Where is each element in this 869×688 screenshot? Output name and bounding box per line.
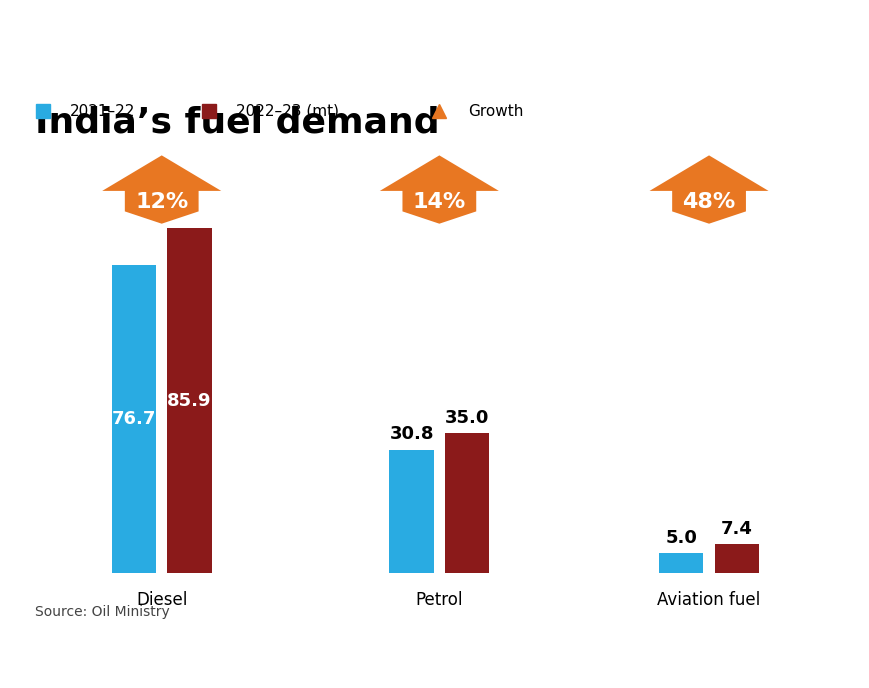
Bar [444,433,488,573]
Polygon shape [103,155,221,224]
Text: Source: Oil Ministry: Source: Oil Ministry [35,605,169,619]
Text: 2021–22: 2021–22 [70,104,135,118]
Text: 35.0: 35.0 [444,409,488,427]
Text: 85.9: 85.9 [167,391,211,409]
Text: 30.8: 30.8 [389,425,434,444]
Text: 7.4: 7.4 [720,519,752,537]
Text: Petrol: Petrol [415,592,462,610]
Polygon shape [649,155,767,224]
Text: 5.0: 5.0 [665,529,696,547]
Text: Diesel: Diesel [136,592,187,610]
Text: Growth: Growth [468,104,522,118]
Text: 76.7: 76.7 [111,410,156,428]
Text: 2022–23 (mt): 2022–23 (mt) [236,104,339,118]
Bar [659,553,703,573]
Text: 14%: 14% [412,192,466,212]
Text: Aviation fuel: Aviation fuel [657,592,760,610]
Bar [111,265,156,573]
Text: 12%: 12% [135,192,188,212]
Text: India’s fuel demand: India’s fuel demand [35,105,439,139]
Polygon shape [380,155,498,224]
Text: 48%: 48% [681,192,735,212]
Bar [713,544,758,573]
Bar [389,449,434,573]
Bar [167,228,211,573]
